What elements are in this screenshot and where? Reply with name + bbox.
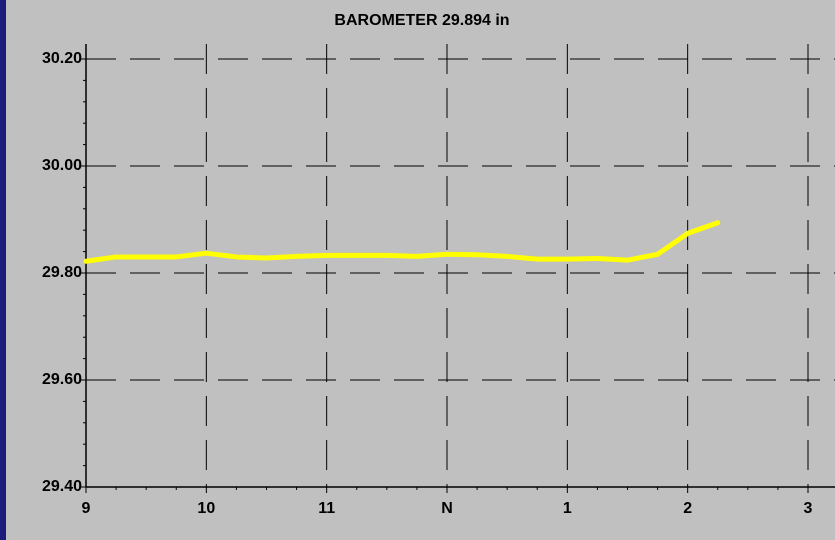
chart-title: BAROMETER 29.894 in [334,12,509,29]
window-edge [0,0,6,540]
x-tick-label: 3 [804,500,813,517]
y-tick-label: 30.20 [42,50,82,67]
x-tick-label: 11 [318,500,335,517]
y-tick-label: 29.60 [42,371,82,388]
x-tick-label: N [441,500,453,517]
x-tick-label: 10 [197,500,215,517]
data-line [83,220,721,264]
y-tick-label: 29.40 [42,478,82,495]
x-tick-label: 1 [563,500,572,517]
y-tick-label: 29.80 [42,264,82,281]
x-tick-label: 2 [683,500,692,517]
y-tick-label: 30.00 [42,157,82,174]
x-tick-label: 9 [82,500,91,517]
